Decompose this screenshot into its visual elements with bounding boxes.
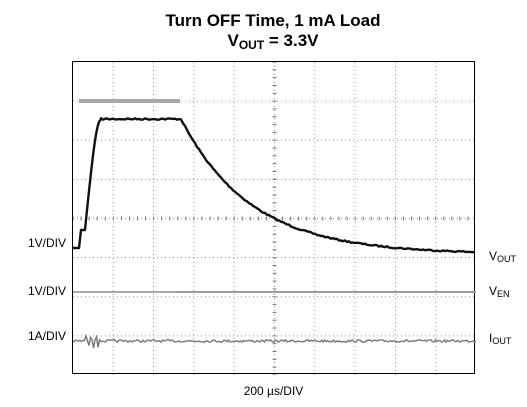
chart-subtitle: VOUT = 3.3V xyxy=(72,31,474,52)
legend-iout-sub: OUT xyxy=(492,336,512,346)
legend-vout-main: V xyxy=(489,249,498,263)
legend-ven-sub: EN xyxy=(497,289,510,299)
subtitle-subscript: OUT xyxy=(238,38,265,52)
legend-ven-main: V xyxy=(489,284,498,298)
chart-title: Turn OFF Time, 1 mA Load xyxy=(165,11,381,30)
oscilloscope-screen xyxy=(72,61,476,375)
vout-scale-label: 1V/DIV xyxy=(27,236,66,250)
legend-vout: VOUT xyxy=(489,249,517,264)
vout-trace xyxy=(73,117,476,254)
legend-vout-sub: OUT xyxy=(497,254,517,264)
iout-trace xyxy=(73,333,476,349)
legend-ven: VEN xyxy=(489,284,510,299)
x-axis-label: 200 µs/DIV xyxy=(243,384,304,398)
iout-scale-label: 1A/DIV xyxy=(27,329,66,343)
subtitle-prefix: V xyxy=(227,31,239,50)
subtitle-suffix: = 3.3V xyxy=(264,31,319,50)
legend-iout: IOUT xyxy=(489,331,512,346)
ven-scale-label: 1V/DIV xyxy=(27,284,66,298)
plot-area xyxy=(73,62,476,375)
legend-iout-main: I xyxy=(489,331,493,345)
